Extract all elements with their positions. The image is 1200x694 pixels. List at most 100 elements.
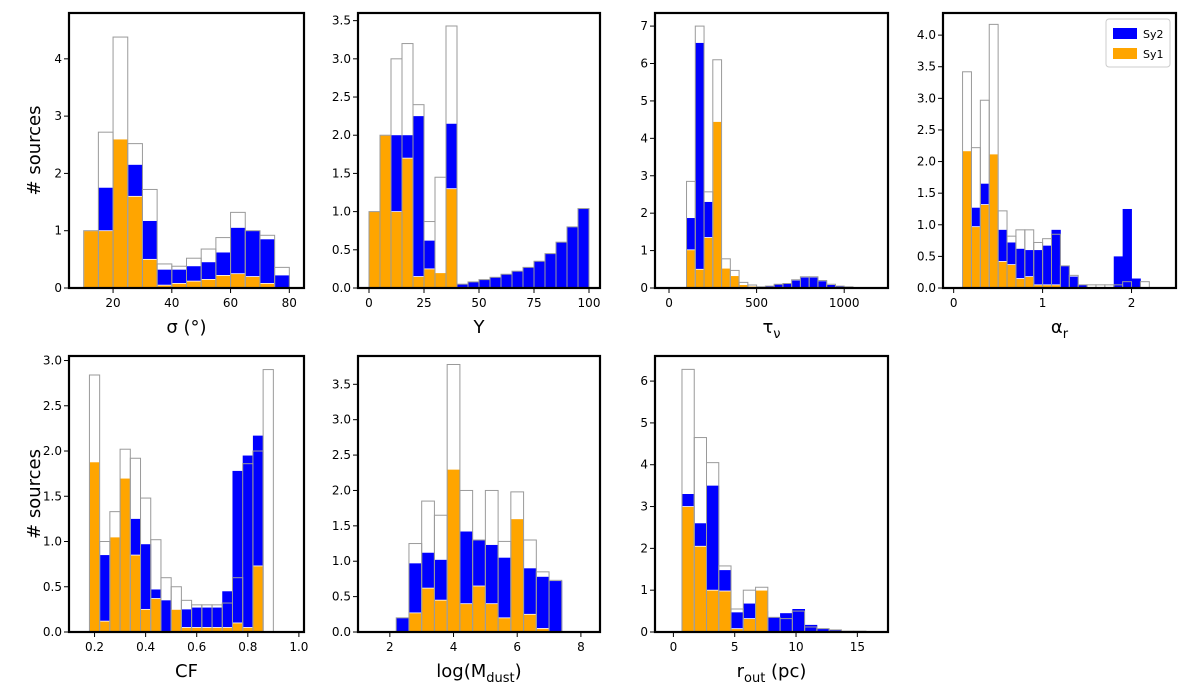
x-tick-label: 0 (950, 296, 958, 310)
y-tick-label: 0.5 (332, 590, 351, 604)
sy2-bar (556, 242, 568, 288)
x-tick-label: 0.4 (136, 640, 155, 654)
y-axis-label: # sources (24, 106, 45, 196)
x-tick-label: 0 (665, 296, 673, 310)
x-tick-label: 15 (850, 640, 865, 654)
x-tick-label: 0 (365, 296, 373, 310)
sy2-bar (490, 277, 502, 288)
y-tick-label: 3.5 (332, 377, 351, 391)
y-tick-label: 0.5 (917, 249, 936, 263)
x-axis-label: σ (°) (166, 317, 206, 338)
sy2-bar (181, 609, 193, 632)
sy1-bar (401, 157, 414, 289)
x-tick-label: 50 (471, 296, 486, 310)
y-tick-label: 2.0 (917, 155, 936, 169)
sy1-bar (484, 603, 499, 633)
sy2-bar (424, 240, 436, 288)
sy2-bar (791, 280, 801, 288)
sy1-bar (408, 612, 423, 633)
sy1-bar (368, 211, 381, 289)
y-tick-label: 1.0 (332, 205, 351, 219)
axes-frame (653, 354, 890, 634)
chart-panel-7: 0 1 2 3 4 5 6 0 5 10 15 rout (pc) (640, 354, 890, 686)
sy1-bar (962, 150, 972, 289)
sy2-bar (413, 116, 425, 289)
x-tick-label: 0.6 (187, 640, 206, 654)
x-tick-label: 4 (450, 640, 458, 654)
sy1-bar (379, 134, 392, 289)
axes-frame (67, 354, 306, 634)
sy1-bar (112, 138, 129, 289)
y-tick-label: 6 (640, 57, 648, 71)
y-tick-label: 1.5 (332, 166, 351, 180)
sy2-bar (782, 283, 793, 288)
sy2-bar (396, 617, 410, 632)
y-tick-label: 1.0 (917, 218, 936, 232)
x-tick-label: 40 (164, 296, 179, 310)
sy1-bar (252, 565, 264, 633)
sy2-bar (245, 230, 261, 288)
sy2-bar (826, 285, 836, 288)
sy2-bar (242, 455, 254, 632)
sy1-bar (434, 599, 448, 633)
sy1-bar (497, 617, 512, 633)
sy2-bar (1113, 256, 1124, 288)
sy1-bar (718, 590, 732, 633)
x-tick-label: 0.2 (85, 640, 104, 654)
sy2-bar (157, 269, 173, 288)
sy1-bar (446, 468, 461, 633)
y-tick-label: 2.5 (43, 399, 62, 413)
sy2-bar (191, 607, 203, 632)
sy1-bar (434, 272, 447, 289)
sy1-bar (421, 587, 435, 633)
sy2-bar (468, 281, 480, 288)
sy2-bar (232, 470, 244, 632)
legend-label: Sy2 (1143, 28, 1164, 41)
sy2-bar (545, 253, 557, 289)
sy2-bar (457, 284, 469, 288)
sy2-bar (523, 267, 535, 289)
y-tick-label: 4 (640, 131, 648, 145)
y-tick-label: 0.5 (332, 243, 351, 257)
sy2-bar (731, 612, 744, 632)
sy1-bar (390, 211, 403, 289)
x-tick-label: 80 (282, 296, 297, 310)
y-tick-label: 1.5 (332, 519, 351, 533)
y-tick-label: 3.5 (332, 14, 351, 28)
axes-frame (67, 11, 306, 290)
sy2-bar (1078, 284, 1088, 288)
sy1-bar (140, 608, 152, 633)
sy1-bar (97, 230, 114, 289)
sy1-bar (423, 268, 436, 289)
y-tick-label: 2 (640, 206, 648, 220)
sy2-bar (800, 277, 810, 288)
sy1-bar (988, 153, 999, 289)
y-tick-label: 2 (640, 541, 648, 555)
sy1-bar (997, 261, 1008, 289)
y-tick-label: 6 (640, 374, 648, 388)
y-tick-label: 0 (54, 281, 62, 295)
axes-frame (941, 11, 1178, 290)
sy1-bar (721, 267, 731, 289)
y-tick-label: 7 (640, 19, 648, 33)
axes-frame (356, 354, 602, 634)
y-tick-label: 2.5 (332, 448, 351, 462)
y-tick-label: 2.5 (917, 123, 936, 137)
y-tick-label: 2.0 (332, 128, 351, 142)
sy2-bar (567, 226, 579, 288)
sy2-bar (1122, 208, 1132, 288)
sy2-bar (1042, 245, 1052, 288)
sy1-bar (1015, 278, 1026, 289)
y-tick-label: 1.0 (43, 535, 62, 549)
sy1-bar (244, 276, 261, 289)
x-tick-label: 1000 (829, 296, 860, 310)
y-tick-label: 0.0 (43, 625, 62, 639)
y-tick-label: 2.0 (43, 444, 62, 458)
x-tick-label: 500 (745, 296, 768, 310)
x-tick-label: 100 (578, 296, 601, 310)
x-tick-label: 1.0 (289, 640, 308, 654)
sy1-bar (200, 279, 217, 289)
x-tick-label: 6 (513, 640, 521, 654)
sy2-bar (259, 239, 276, 288)
sy2-bar (809, 277, 819, 288)
